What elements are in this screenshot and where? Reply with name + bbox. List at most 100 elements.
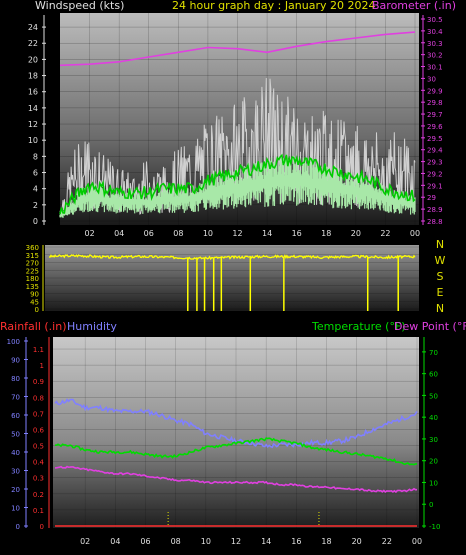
y-tick-barometer: 29.9 [427,87,443,95]
y-tick-temperature: 20 [429,458,438,466]
wind-range-band [59,155,416,218]
y-tick-temperature: 40 [429,414,438,422]
x-tick-wind: 18 [321,229,331,238]
humidity-axis-label: Humidity [67,320,117,333]
y-tick-rainfall: 0.7 [33,410,44,418]
wind-direction-series-line [48,254,416,261]
x-tick-wind: 06 [144,229,154,238]
x-tick-wind: 22 [380,229,390,238]
x-tick-wind: 12 [232,229,242,238]
barometer-series-line [59,31,416,67]
y-tick-humidity: 90 [11,357,20,365]
compass-label: N [436,238,444,251]
y-tick-rainfall: 0.9 [33,378,44,386]
y-tick-humidity: 0 [16,523,20,531]
y-tick-barometer: 28.9 [427,206,443,214]
x-tick-temp: 02 [80,537,90,546]
x-tick-wind: 14 [262,229,272,238]
y-tick-barometer: 30.3 [427,40,443,48]
wind-panel: 02468101214161820222428.828.92929.129.22… [28,13,443,238]
y-tick-barometer: 29.5 [427,135,443,143]
rainfall-axis-label: Rainfall (.in) [0,320,67,333]
y-tick-barometer: 29.8 [427,99,443,107]
dewpoint-axis-label: Dew Point (°F) [394,320,466,333]
temperature-panel: 010203040506070809010000.10.20.30.40.50.… [7,337,440,546]
x-tick-temp: 14 [261,537,271,546]
x-tick-temp: 04 [110,537,120,546]
y-tick-direction: 0 [35,306,39,314]
y-tick-barometer: 30.5 [427,16,443,24]
y-tick-direction: 180 [26,275,39,283]
y-tick-humidity: 70 [11,394,20,402]
y-tick-wind: 6 [33,169,38,178]
x-tick-temp: 18 [321,537,331,546]
y-tick-barometer: 29.7 [427,111,443,119]
x-tick-temp: 16 [291,537,301,546]
y-tick-temperature: 10 [429,479,438,487]
y-tick-rainfall: 1 [40,362,44,370]
y-tick-barometer: 30.1 [427,64,443,72]
y-tick-wind: 12 [28,120,38,129]
y-tick-rainfall: 0.4 [33,459,45,467]
x-tick-temp: 20 [352,537,362,546]
x-tick-wind: 08 [173,229,183,238]
dewpoint-series-line [54,465,417,494]
x-tick-temp: 00 [412,537,422,546]
y-tick-humidity: 10 [11,505,20,513]
temperature-axis-label: Temperature (°F) [311,320,406,333]
y-tick-rainfall: 1.1 [33,346,44,354]
y-tick-wind: 16 [28,88,38,97]
y-tick-barometer: 29 [427,194,436,202]
y-tick-wind: 22 [28,39,38,48]
y-tick-direction: 315 [26,252,39,260]
y-tick-rainfall: 0 [40,523,44,531]
y-tick-direction: 225 [26,267,39,275]
y-tick-temperature: -10 [429,523,440,531]
y-tick-wind: 18 [28,72,38,81]
y-tick-wind: 10 [28,136,38,145]
x-tick-temp: 06 [140,537,150,546]
chart-title: 24 hour graph day : January 20 2024 [172,0,376,12]
barometer-axis-label: Barometer (.in) [372,0,456,12]
y-tick-barometer: 29.3 [427,159,443,167]
y-tick-direction: 45 [30,298,39,306]
wind-average-series-line [59,153,416,215]
compass-label: E [437,286,444,299]
y-tick-temperature: 0 [429,501,433,509]
y-tick-wind: 20 [28,55,38,64]
compass-label: N [436,302,444,315]
y-tick-barometer: 29.4 [427,147,443,155]
y-tick-humidity: 50 [11,431,20,439]
y-tick-humidity: 60 [11,412,20,420]
y-tick-direction: 135 [26,283,39,291]
y-tick-rainfall: 0.1 [33,507,44,515]
x-tick-temp: 08 [171,537,181,546]
y-tick-direction: 360 [26,244,39,252]
y-tick-rainfall: 0.5 [33,443,44,451]
y-tick-direction: 270 [26,260,39,268]
compass-label: W [435,254,446,267]
y-tick-humidity: 100 [7,338,20,346]
y-tick-humidity: 40 [11,449,20,457]
y-tick-barometer: 29.1 [427,182,443,190]
y-tick-wind: 2 [33,201,38,210]
y-tick-barometer: 29.2 [427,170,443,178]
y-tick-temperature: 60 [429,371,438,379]
x-tick-wind: 10 [203,229,213,238]
y-tick-direction: 90 [30,291,39,299]
y-tick-temperature: 70 [429,349,438,357]
y-tick-wind: 0 [33,217,38,226]
y-tick-barometer: 30 [427,75,436,83]
y-tick-humidity: 80 [11,375,20,383]
x-tick-temp: 12 [231,537,241,546]
y-tick-barometer: 28.8 [427,218,443,226]
y-tick-humidity: 30 [11,468,20,476]
compass-label: S [437,270,444,283]
y-tick-barometer: 30.2 [427,52,443,60]
y-tick-wind: 14 [28,104,38,113]
y-tick-temperature: 50 [429,392,438,400]
y-tick-wind: 4 [33,185,38,194]
y-tick-rainfall: 0.6 [33,426,45,434]
